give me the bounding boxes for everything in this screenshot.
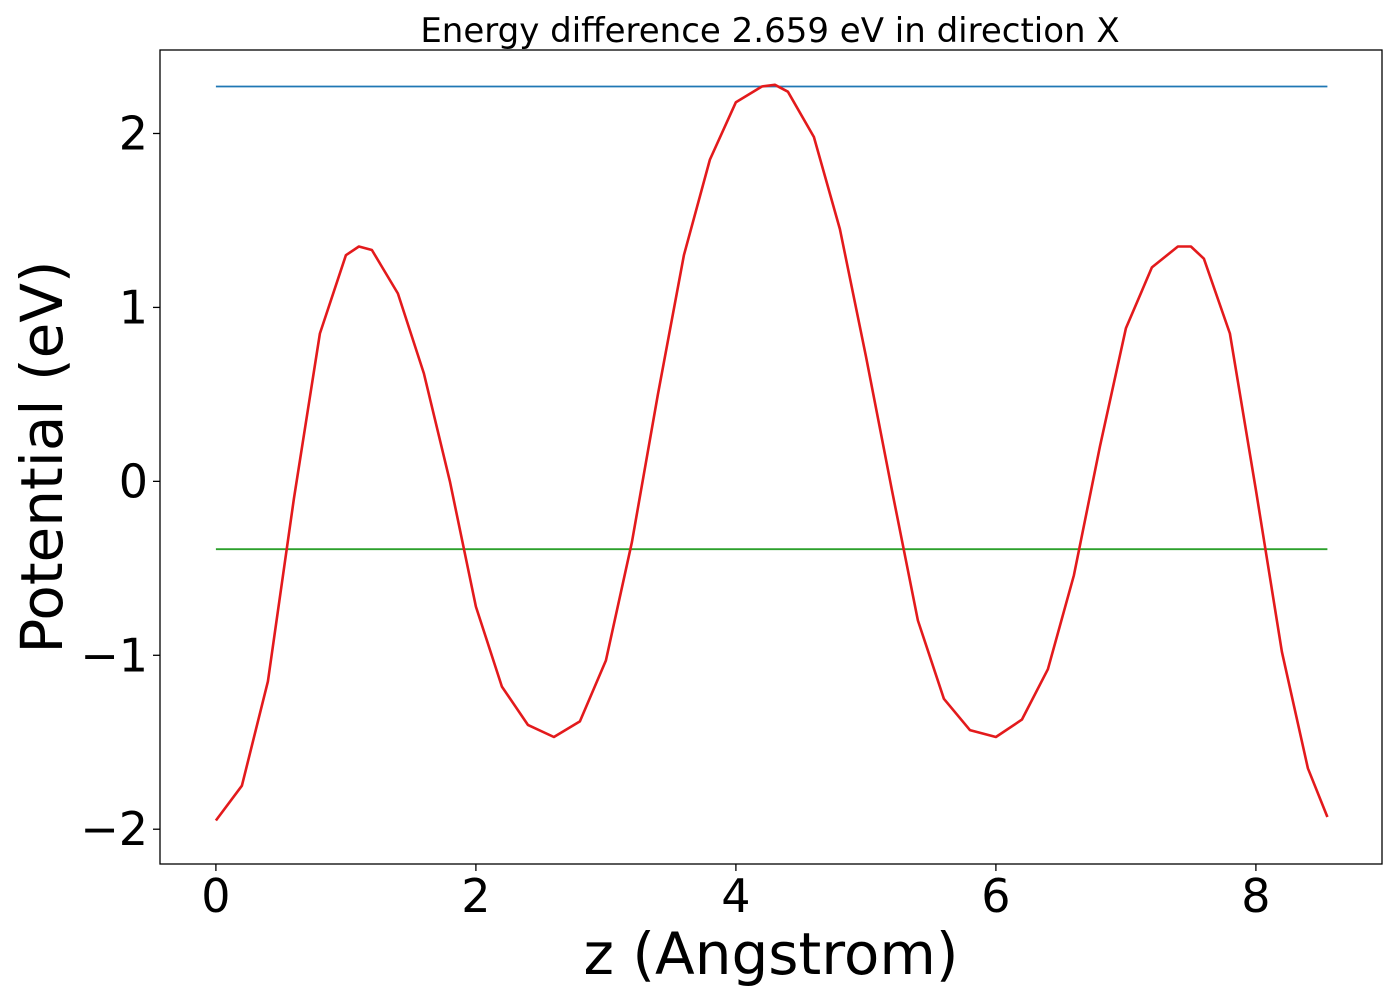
x-tick-label: 4 [721,869,750,923]
plot-frame [159,49,1383,865]
y-tick-label: 1 [119,280,148,334]
y-axis-ticks: −2 −1 0 1 2 [80,106,160,856]
x-axis-label: z (Angstrom) [584,920,959,988]
y-tick-label: −1 [80,628,148,682]
series-layer [214,83,1329,822]
chart-title: Energy difference 2.659 eV in direction … [420,11,1119,51]
x-axis-ticks: 0 2 4 6 8 [201,864,1271,923]
series-line-2 [214,83,1329,822]
y-tick-label: 2 [119,106,148,160]
x-tick-label: 0 [201,869,230,923]
x-tick-label: 2 [461,869,490,923]
x-tick-label: 8 [1241,869,1270,923]
y-axis-label: Potential (eV) [8,260,76,653]
x-tick-label: 6 [981,869,1010,923]
y-tick-label: 0 [119,454,148,508]
y-tick-label: −2 [80,802,148,856]
